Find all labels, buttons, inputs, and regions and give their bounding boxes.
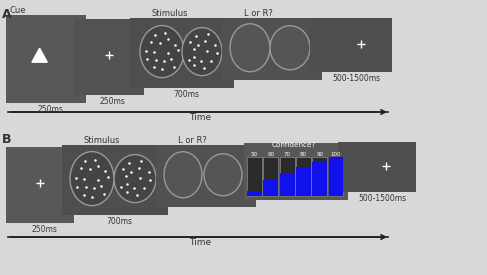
Bar xyxy=(296,157,311,196)
Bar xyxy=(329,157,343,196)
Text: Stimulus: Stimulus xyxy=(84,136,120,145)
Text: 250ms: 250ms xyxy=(100,97,126,106)
Text: 700ms: 700ms xyxy=(173,90,199,99)
Bar xyxy=(62,145,168,215)
Bar xyxy=(329,157,343,196)
Bar xyxy=(310,18,392,72)
Text: Cue: Cue xyxy=(10,6,26,15)
Ellipse shape xyxy=(164,152,202,198)
Text: 60: 60 xyxy=(267,152,274,156)
Text: B: B xyxy=(2,133,12,146)
Bar xyxy=(280,157,295,196)
Ellipse shape xyxy=(230,24,270,72)
Ellipse shape xyxy=(114,155,156,203)
Text: 90: 90 xyxy=(316,152,323,156)
Bar xyxy=(263,157,278,196)
Text: Stimulus: Stimulus xyxy=(152,9,188,18)
Text: 50: 50 xyxy=(251,152,258,156)
Text: 70: 70 xyxy=(283,152,291,156)
Text: 80: 80 xyxy=(300,152,307,156)
Ellipse shape xyxy=(182,28,222,76)
Text: Confidence?: Confidence? xyxy=(272,142,316,148)
Bar xyxy=(280,173,295,196)
Ellipse shape xyxy=(140,26,184,78)
Polygon shape xyxy=(32,48,47,62)
Ellipse shape xyxy=(70,152,114,206)
Bar xyxy=(263,180,278,196)
Bar xyxy=(296,167,311,196)
Text: 500-1500ms: 500-1500ms xyxy=(358,194,406,203)
Text: Time: Time xyxy=(189,238,211,247)
Ellipse shape xyxy=(204,154,242,196)
Text: L or R?: L or R? xyxy=(178,136,207,145)
Bar xyxy=(6,15,86,103)
Bar xyxy=(244,143,348,200)
Ellipse shape xyxy=(270,26,310,70)
Bar xyxy=(74,19,144,95)
Text: 250ms: 250ms xyxy=(31,225,57,234)
Bar xyxy=(312,157,327,196)
Bar xyxy=(247,157,262,196)
Bar xyxy=(6,147,74,223)
Bar xyxy=(338,142,416,192)
Bar xyxy=(312,162,327,196)
Bar xyxy=(130,18,234,88)
Bar xyxy=(222,18,322,80)
Bar xyxy=(247,191,262,196)
Text: 700ms: 700ms xyxy=(106,217,132,226)
Bar xyxy=(156,145,256,207)
Text: 100: 100 xyxy=(331,152,341,156)
Text: L or R?: L or R? xyxy=(244,9,273,18)
Text: Time: Time xyxy=(189,113,211,122)
Text: 500-1500ms: 500-1500ms xyxy=(332,74,380,83)
Text: A: A xyxy=(2,8,12,21)
Text: 250ms: 250ms xyxy=(37,105,63,114)
